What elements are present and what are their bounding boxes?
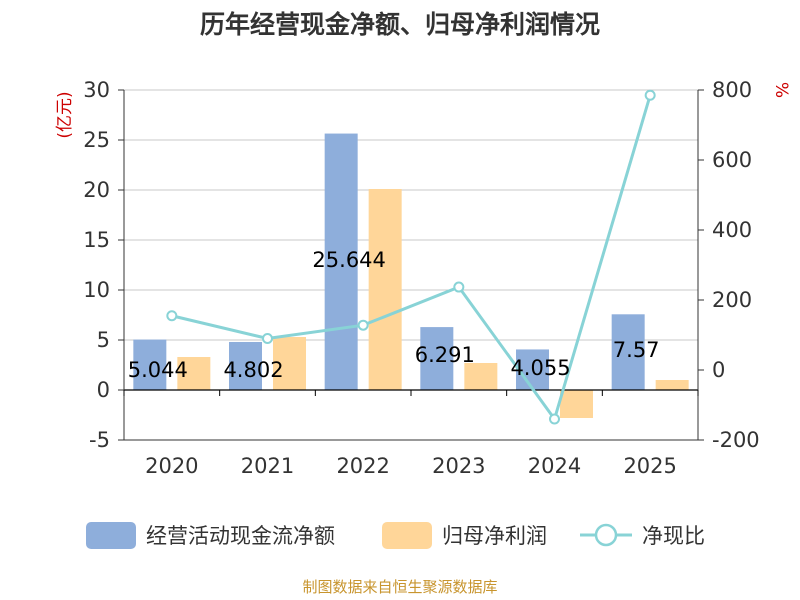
bar-net-profit: [177, 357, 211, 390]
legend: 经营活动现金流净额 归母净利润 净现比: [86, 522, 705, 549]
bars: [133, 133, 689, 418]
y-right-tick-label: -200: [712, 428, 760, 452]
line-point: [166, 310, 178, 322]
legend-label: 经营活动现金流净额: [146, 524, 335, 548]
bar-net-profit: [273, 337, 306, 390]
x-tick-label: 2020: [145, 454, 198, 478]
y-left-tick-label: -5: [89, 428, 110, 452]
y-left-tick-label: 25: [83, 128, 110, 152]
line-point: [644, 89, 656, 101]
line-net-cash-ratio: [171, 94, 652, 423]
axes: [118, 89, 704, 441]
y-left-tick-label: 15: [83, 228, 110, 252]
x-tick-label: 2025: [623, 454, 676, 478]
bar-value-label: 7.57: [613, 338, 660, 362]
bar-operating-cash-flow: [133, 339, 167, 390]
bar-value-label: 6.291: [415, 343, 475, 367]
line-point: [453, 281, 465, 293]
source-note: 制图数据来自恒生聚源数据库: [302, 578, 497, 596]
bar-operating-cash-flow: [516, 349, 549, 390]
y-right-tick-label: 400: [712, 218, 752, 242]
y-right-axis-label: %: [771, 82, 791, 98]
legend-swatch-line-marker: [594, 523, 618, 547]
line-point: [357, 319, 369, 331]
x-tick-label: 2022: [336, 454, 389, 478]
data-labels: 5.044 4.802 25.644 6.291 4.055 7.57: [128, 248, 660, 382]
bar-operating-cash-flow: [420, 327, 454, 390]
bar-net-profit: [464, 363, 498, 390]
y-left-tick-label: 0: [97, 378, 110, 402]
bar-net-profit: [368, 189, 402, 390]
x-tick-label: 2021: [241, 454, 294, 478]
x-tick-label: 2024: [528, 454, 581, 478]
y-right-tick-label: 600: [712, 148, 752, 172]
x-tick-label: 2023: [432, 454, 485, 478]
legend-swatch-net-profit: [382, 522, 432, 549]
line-point: [262, 333, 273, 344]
bar-value-label: 5.044: [128, 358, 188, 382]
bar-operating-cash-flow: [611, 314, 645, 390]
line-series: [166, 89, 656, 425]
grid: [124, 89, 698, 441]
y-left-tick-label: 30: [83, 78, 110, 102]
y-left-axis-label: (亿元): [55, 91, 75, 138]
y-left-tick-label: 10: [83, 278, 110, 302]
bar-net-profit: [560, 390, 593, 418]
legend-label: 净现比: [642, 524, 705, 548]
bar-value-label: 4.802: [223, 358, 283, 382]
line-point: [549, 413, 560, 425]
legend-label: 归母净利润: [442, 524, 547, 548]
chart-title: 历年经营现金净额、归母净利润情况: [200, 10, 600, 39]
legend-swatch-operating-cash-flow: [86, 522, 136, 549]
bar-net-profit: [655, 380, 689, 390]
bar-operating-cash-flow: [324, 133, 358, 390]
y-right-tick-label: 200: [712, 288, 752, 312]
y-left-tick-label: 5: [97, 328, 110, 352]
y-right-tick-label: 800: [712, 78, 752, 102]
y-left-tick-label: 20: [83, 178, 110, 202]
bar-value-label: 25.644: [312, 248, 385, 272]
y-right-tick-label: 0: [712, 358, 725, 382]
bar-operating-cash-flow: [229, 341, 262, 390]
bar-value-label: 4.055: [510, 356, 570, 380]
